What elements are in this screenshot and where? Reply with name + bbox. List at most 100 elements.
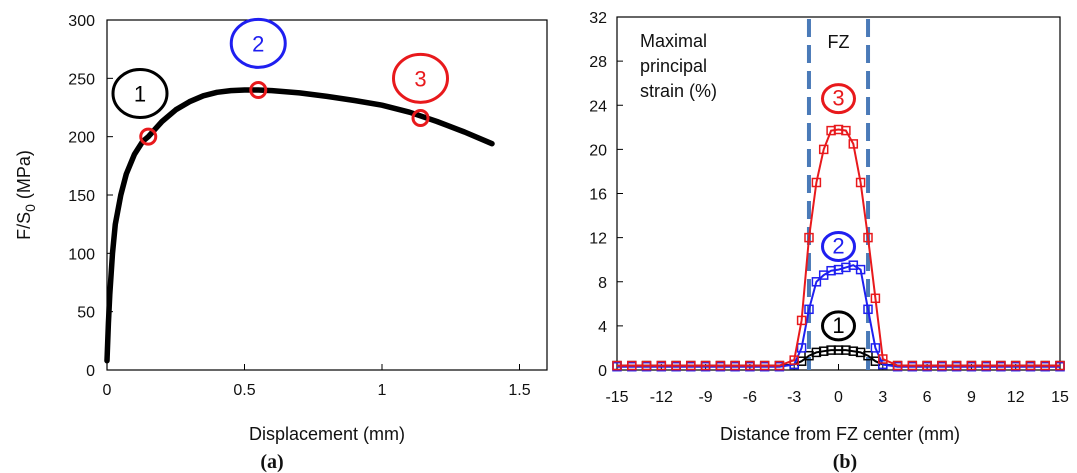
chart-b-series-3-marker [821,83,856,115]
chart-a: 0 0.5 1 1.5 0 50 100 150 200 250 300 1 2 3 Displacem… [14,13,548,473]
chart-a-point [139,127,158,146]
chart-b-series-3-point [641,360,652,371]
chart-b-series-3-point [656,360,667,371]
chart-b-series-3-point [627,360,637,371]
chart-b-series-3-point [981,360,991,371]
chart-b-ytick-label: 4 [598,319,607,336]
chart-b-annotation-line-2: principal [640,56,707,76]
chart-a-xtick-label: 1 [378,382,387,399]
chart-b-series-3-point [966,360,977,371]
chart-b-xtick-label: -3 [787,389,801,406]
chart-a-point-marker [392,52,449,104]
chart-b-xtick-label: 6 [923,389,932,406]
chart-b-series-3-point [1025,360,1036,371]
chart-a-ylabel-main: F/S [14,212,34,240]
chart-b-xtick-label: 3 [878,389,887,406]
chart-b-xtick-label: -9 [698,389,712,406]
chart-a-ylabel: F/S0 (MPa) [14,150,38,240]
chart-b-annotation-line-3: strain (%) [640,81,717,101]
chart-a-point-marker [229,17,287,69]
chart-a-ticks: 0 0.5 1 1.5 0 50 100 150 200 250 300 [68,13,530,399]
chart-a-caption: (a) [260,451,283,473]
chart-a-ylabel-unit: (MPa) [14,150,34,204]
chart-b-xtick-label: -6 [743,389,757,406]
chart-b-xtick-label: 9 [967,389,976,406]
chart-a-plot-area [106,19,548,371]
chart-b-series-2-point [796,343,807,353]
chart-b-series-3-point [686,360,696,371]
chart-a-ylabel-sub: 0 [22,204,38,212]
chart-a-ytick-label: 50 [77,305,95,322]
chart-a-point-label: 2 [252,31,264,56]
chart-a-ytick-label: 150 [68,188,95,205]
chart-b-series-3-point [922,360,932,371]
chart-b-xlabel: Distance from FZ center (mm) [720,424,960,444]
chart-b-series-3-point [759,360,770,371]
chart-b-xtick-label: 0 [834,389,843,406]
chart-b-series-2-point [811,277,822,287]
chart-b-series-3-point [612,360,622,371]
chart-a-xlabel: Displacement (mm) [249,424,405,444]
chart-a-point-label: 3 [414,66,426,91]
chart-a-xtick-label: 0.5 [233,382,255,399]
chart-b-series-3-point [804,232,814,243]
chart-b-series-3-point [1010,360,1021,371]
chart-b-series-3-point [796,315,807,326]
chart-b-xtick-label: -12 [650,389,673,406]
chart-b-series [612,124,1065,372]
chart-b-series-3-point [730,360,740,371]
chart-a-ytick-label: 0 [86,363,95,380]
chart-a-points: 1 2 3 [111,17,449,146]
chart-a-series-line [104,87,495,364]
chart-b-series-2-point [878,359,888,370]
chart-a-curve [104,87,495,364]
chart-b-ytick-label: 28 [589,54,607,71]
chart-a-ytick-label: 200 [68,130,95,147]
chart-b-series-3-point [1055,360,1065,371]
chart-b-series-2-label: 2 [832,233,844,258]
chart-b-xtick-label: 15 [1051,389,1069,406]
chart-a-ytick-label: 300 [68,13,95,30]
chart-b-series-3-point [671,360,681,371]
chart-b-series-2-marker [821,230,856,262]
chart-b-series-3-point [745,360,755,371]
chart-b-series-3-point [863,232,873,243]
chart-a-xtick-label: 1.5 [508,382,530,399]
chart-a-ytick-label: 100 [68,246,95,263]
chart-b-ytick-label: 12 [589,231,607,248]
chart-b-series-3-point [789,355,799,365]
chart-a-point-label: 1 [134,82,146,107]
chart-b-series-3-point [811,177,822,188]
chart-b-series-3-point [774,360,785,371]
chart-b-ytick-label: 16 [589,187,607,204]
chart-b-series-2-line [617,264,1060,368]
chart-b-ytick-label: 20 [589,142,607,159]
chart-b-series-2-point [855,264,866,275]
chart-a-ytick-label: 250 [68,71,95,88]
chart-a-point [249,81,268,99]
chart-b-series-3-point [841,125,851,136]
chart-b-series-3-point [996,360,1006,371]
chart-b-series-3-point [818,144,829,155]
chart-b-xtick-label: 12 [1007,389,1025,406]
chart-b-ytick-label: 0 [598,363,607,380]
chart-b-series-3-line [617,128,1060,367]
chart-b-series-3-label: 3 [832,86,844,111]
chart-b-ytick-label: 24 [589,98,607,115]
chart-b-series-3-point [855,177,866,188]
chart-b-series-2-point [870,343,881,353]
chart-b-series-2-point [804,304,814,315]
chart-b-caption: (b) [833,451,857,473]
chart-a-point-marker [111,68,169,119]
chart-b-series-1-marker [821,310,856,342]
chart-b-series-3-point [907,360,918,371]
chart-b-series-3-point [951,360,962,371]
chart-a-point [411,109,430,127]
chart-b-annotation-line-1: Maximal [640,31,707,51]
chart-b-series-3-point [878,354,888,364]
chart-b-series-1-point [863,350,873,361]
chart-a-xtick-label: 0 [103,382,112,399]
chart-b-series-3-point [700,360,711,371]
